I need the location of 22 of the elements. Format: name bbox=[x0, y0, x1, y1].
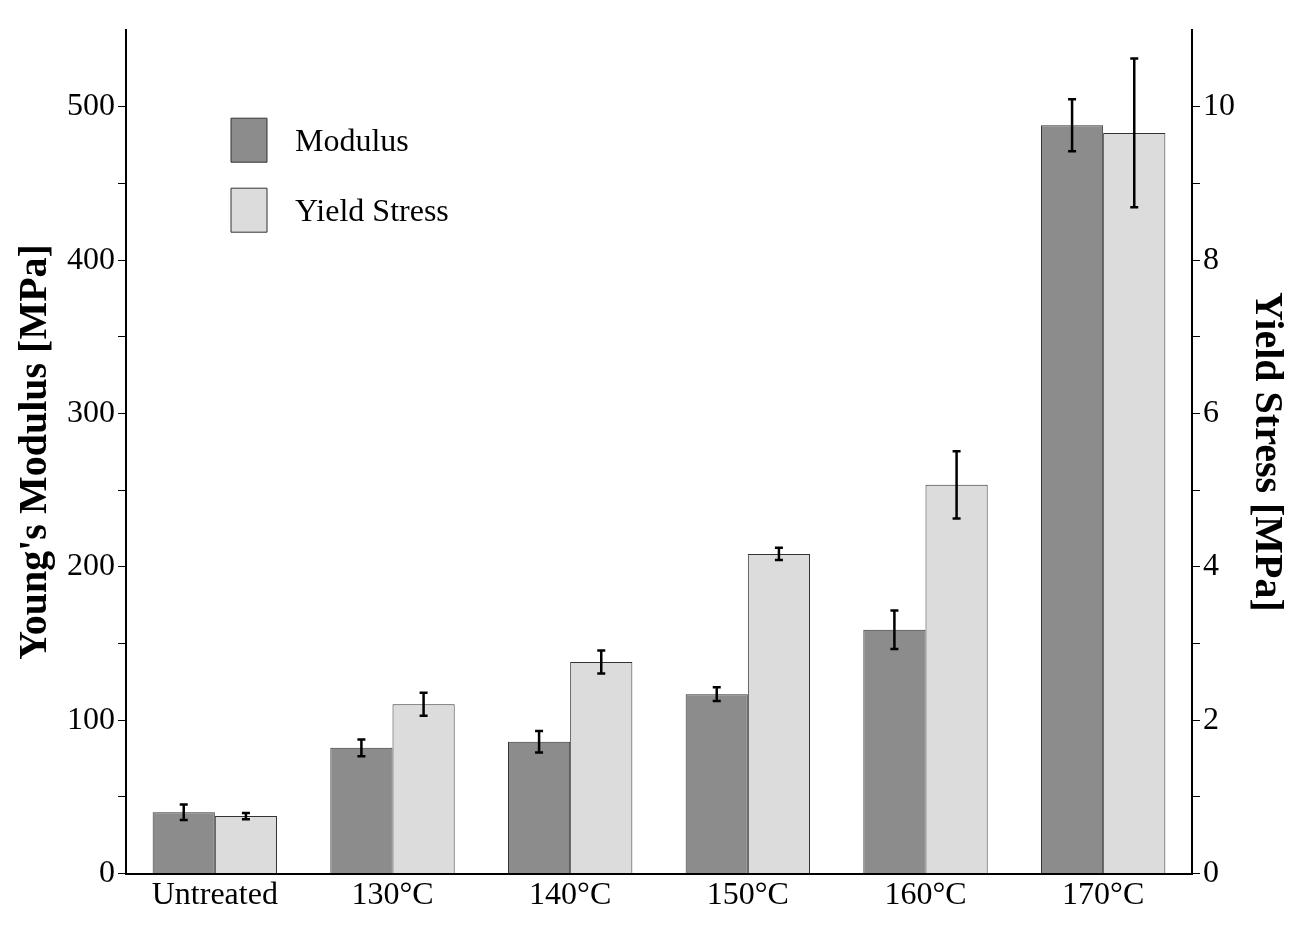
y-tick-label: 100 bbox=[67, 699, 115, 736]
y2-tick-label: 10 bbox=[1203, 86, 1235, 123]
y-axis-title: Young's Modulus [MPa] bbox=[10, 244, 56, 660]
x-tick-label: 140°C bbox=[529, 875, 612, 912]
y2-tick-label: 8 bbox=[1203, 239, 1219, 276]
x-tick-label: 160°C bbox=[884, 875, 967, 912]
legend-label: Yield Stress bbox=[295, 191, 449, 228]
y2-tick-label: 2 bbox=[1203, 699, 1219, 736]
y2-tick-label: 0 bbox=[1203, 853, 1219, 890]
y2-tick-label: 4 bbox=[1203, 546, 1219, 583]
y2-axis-title: Yield Stress [MPa] bbox=[1246, 291, 1292, 612]
x-tick-label: Untreated bbox=[151, 875, 278, 912]
y-tick-label: 400 bbox=[67, 239, 115, 276]
y-tick-label: 0 bbox=[99, 853, 115, 890]
legend-label: Modulus bbox=[295, 121, 409, 158]
x-tick-label: 170°C bbox=[1062, 875, 1145, 912]
y-tick-label: 500 bbox=[67, 86, 115, 123]
y-tick-label: 300 bbox=[67, 392, 115, 429]
y2-tick-label: 6 bbox=[1203, 392, 1219, 429]
x-tick-label: 150°C bbox=[706, 875, 789, 912]
x-tick-label: 130°C bbox=[351, 875, 434, 912]
y-tick-label: 200 bbox=[67, 546, 115, 583]
